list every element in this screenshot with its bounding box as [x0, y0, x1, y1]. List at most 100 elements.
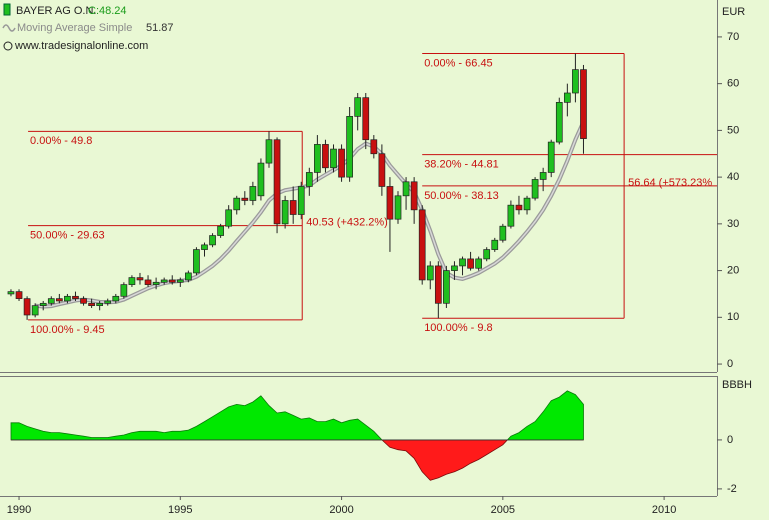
candle-body: [39, 302, 47, 306]
lower-panel: [10, 390, 584, 481]
candle-body: [426, 265, 434, 281]
candle-body: [443, 270, 450, 304]
y-tick-label: 40: [727, 171, 739, 183]
area-positive: [10, 390, 584, 440]
candle-body: [297, 186, 305, 215]
candle-body: [475, 258, 482, 269]
candle-body: [467, 258, 474, 269]
fib-label: 50.00% - 38.13: [424, 190, 499, 202]
candle-body: [402, 181, 410, 197]
candle-body: [88, 302, 95, 306]
y-tick-label: -2: [727, 483, 737, 495]
candle-body: [217, 225, 224, 236]
candle-body: [249, 186, 257, 201]
indicator-value: 51.87: [146, 22, 174, 34]
candle-body: [160, 279, 168, 283]
fib-label: 50.00% - 29.63: [30, 229, 105, 241]
candle-body: [64, 295, 71, 302]
candle-body: [531, 179, 539, 199]
candle-body: [459, 258, 466, 267]
candle-body: [434, 265, 442, 304]
fib-label: 0.00% - 66.45: [424, 57, 493, 69]
candle-body: [539, 172, 547, 180]
y-tick-label: 20: [727, 264, 739, 276]
candle-body: [201, 244, 208, 250]
candle-body: [31, 305, 39, 316]
candle-body: [499, 225, 507, 241]
candle-body: [257, 162, 265, 197]
candle-body: [330, 148, 337, 169]
candle-body: [104, 300, 112, 304]
x-tick-label: 1995: [168, 504, 192, 516]
candle-body: [346, 116, 353, 178]
candle-body: [322, 144, 329, 169]
x-tick-label: 2000: [329, 504, 353, 516]
candle-body: [7, 291, 15, 295]
candle-body: [507, 204, 515, 227]
candle-body: [241, 197, 249, 201]
candle-body: [136, 277, 144, 281]
main-panel: 0.00% - 49.8 50.00% - 29.63 100.00% - 9.45…: [7, 53, 717, 336]
candle-body: [23, 298, 31, 316]
y-tick-label: 30: [727, 218, 739, 230]
y-tick-label: 60: [727, 78, 739, 90]
candle-body: [338, 148, 345, 178]
candle-body: [451, 265, 458, 271]
symbol-icon: [3, 3, 11, 16]
chart-title: BAYER AG O.N.: [16, 5, 97, 17]
candle-body: [112, 295, 120, 302]
y-tick-label: 70: [727, 31, 739, 43]
fib-annotation: 40.53 (+432.2%): [306, 217, 388, 229]
labels: 0 10 20 30 40 50 60 70 -2 0 1990 1995 2000 2005 2010: [7, 31, 739, 516]
fib-label: 100.00% - 9.8: [424, 322, 493, 334]
candle-body: [281, 200, 289, 225]
candle-body: [96, 302, 104, 306]
candle-body: [193, 249, 200, 274]
x-tick-label: 2010: [652, 504, 676, 516]
y-tick-label: 10: [727, 311, 739, 323]
candle-body: [225, 209, 233, 227]
candle-body: [47, 298, 55, 304]
fib-label: 0.00% - 49.8: [30, 135, 92, 147]
area-negative: [10, 439, 584, 481]
candle-body: [185, 272, 192, 281]
candle-body: [128, 277, 136, 285]
candle-body: [72, 295, 79, 299]
indicator-axis-label: BBBH: [722, 379, 752, 391]
fib-annotation: 56.64 (+573.23%: [628, 177, 712, 189]
candle-body: [491, 239, 499, 250]
candle-body: [370, 139, 378, 155]
copyright-icon: [3, 41, 13, 51]
candle-body: [80, 298, 87, 304]
candle-body: [168, 279, 176, 283]
candle-body: [233, 197, 241, 211]
candle-body: [572, 69, 579, 94]
candle-body: [176, 279, 184, 283]
fib-label: 100.00% - 9.45: [30, 324, 105, 336]
candle-body: [209, 235, 216, 246]
y-tick-label: 0: [727, 434, 733, 446]
candle-body: [55, 298, 63, 302]
candle-body: [362, 97, 370, 141]
candle-body: [418, 209, 426, 281]
indicator-icon: [2, 24, 16, 32]
candle-body: [378, 153, 386, 187]
source: www.tradesignalonline.com: [14, 40, 148, 52]
candle-body: [120, 284, 128, 297]
y-tick-label: 0: [727, 358, 733, 370]
x-tick-label: 2005: [491, 504, 515, 516]
candle-body: [354, 97, 362, 117]
y-tick-label: 50: [727, 124, 739, 136]
candle-body: [555, 101, 563, 143]
candle-body: [563, 92, 571, 103]
candle-body: [410, 181, 418, 211]
candle-body: [580, 69, 587, 139]
candle-body: [314, 144, 321, 173]
candle-body: [394, 195, 402, 220]
candle-body: [523, 197, 531, 211]
candle-body: [152, 281, 160, 285]
candle-body: [305, 172, 313, 187]
x-tick-label: 1990: [7, 504, 31, 516]
candle-body: [265, 139, 273, 164]
